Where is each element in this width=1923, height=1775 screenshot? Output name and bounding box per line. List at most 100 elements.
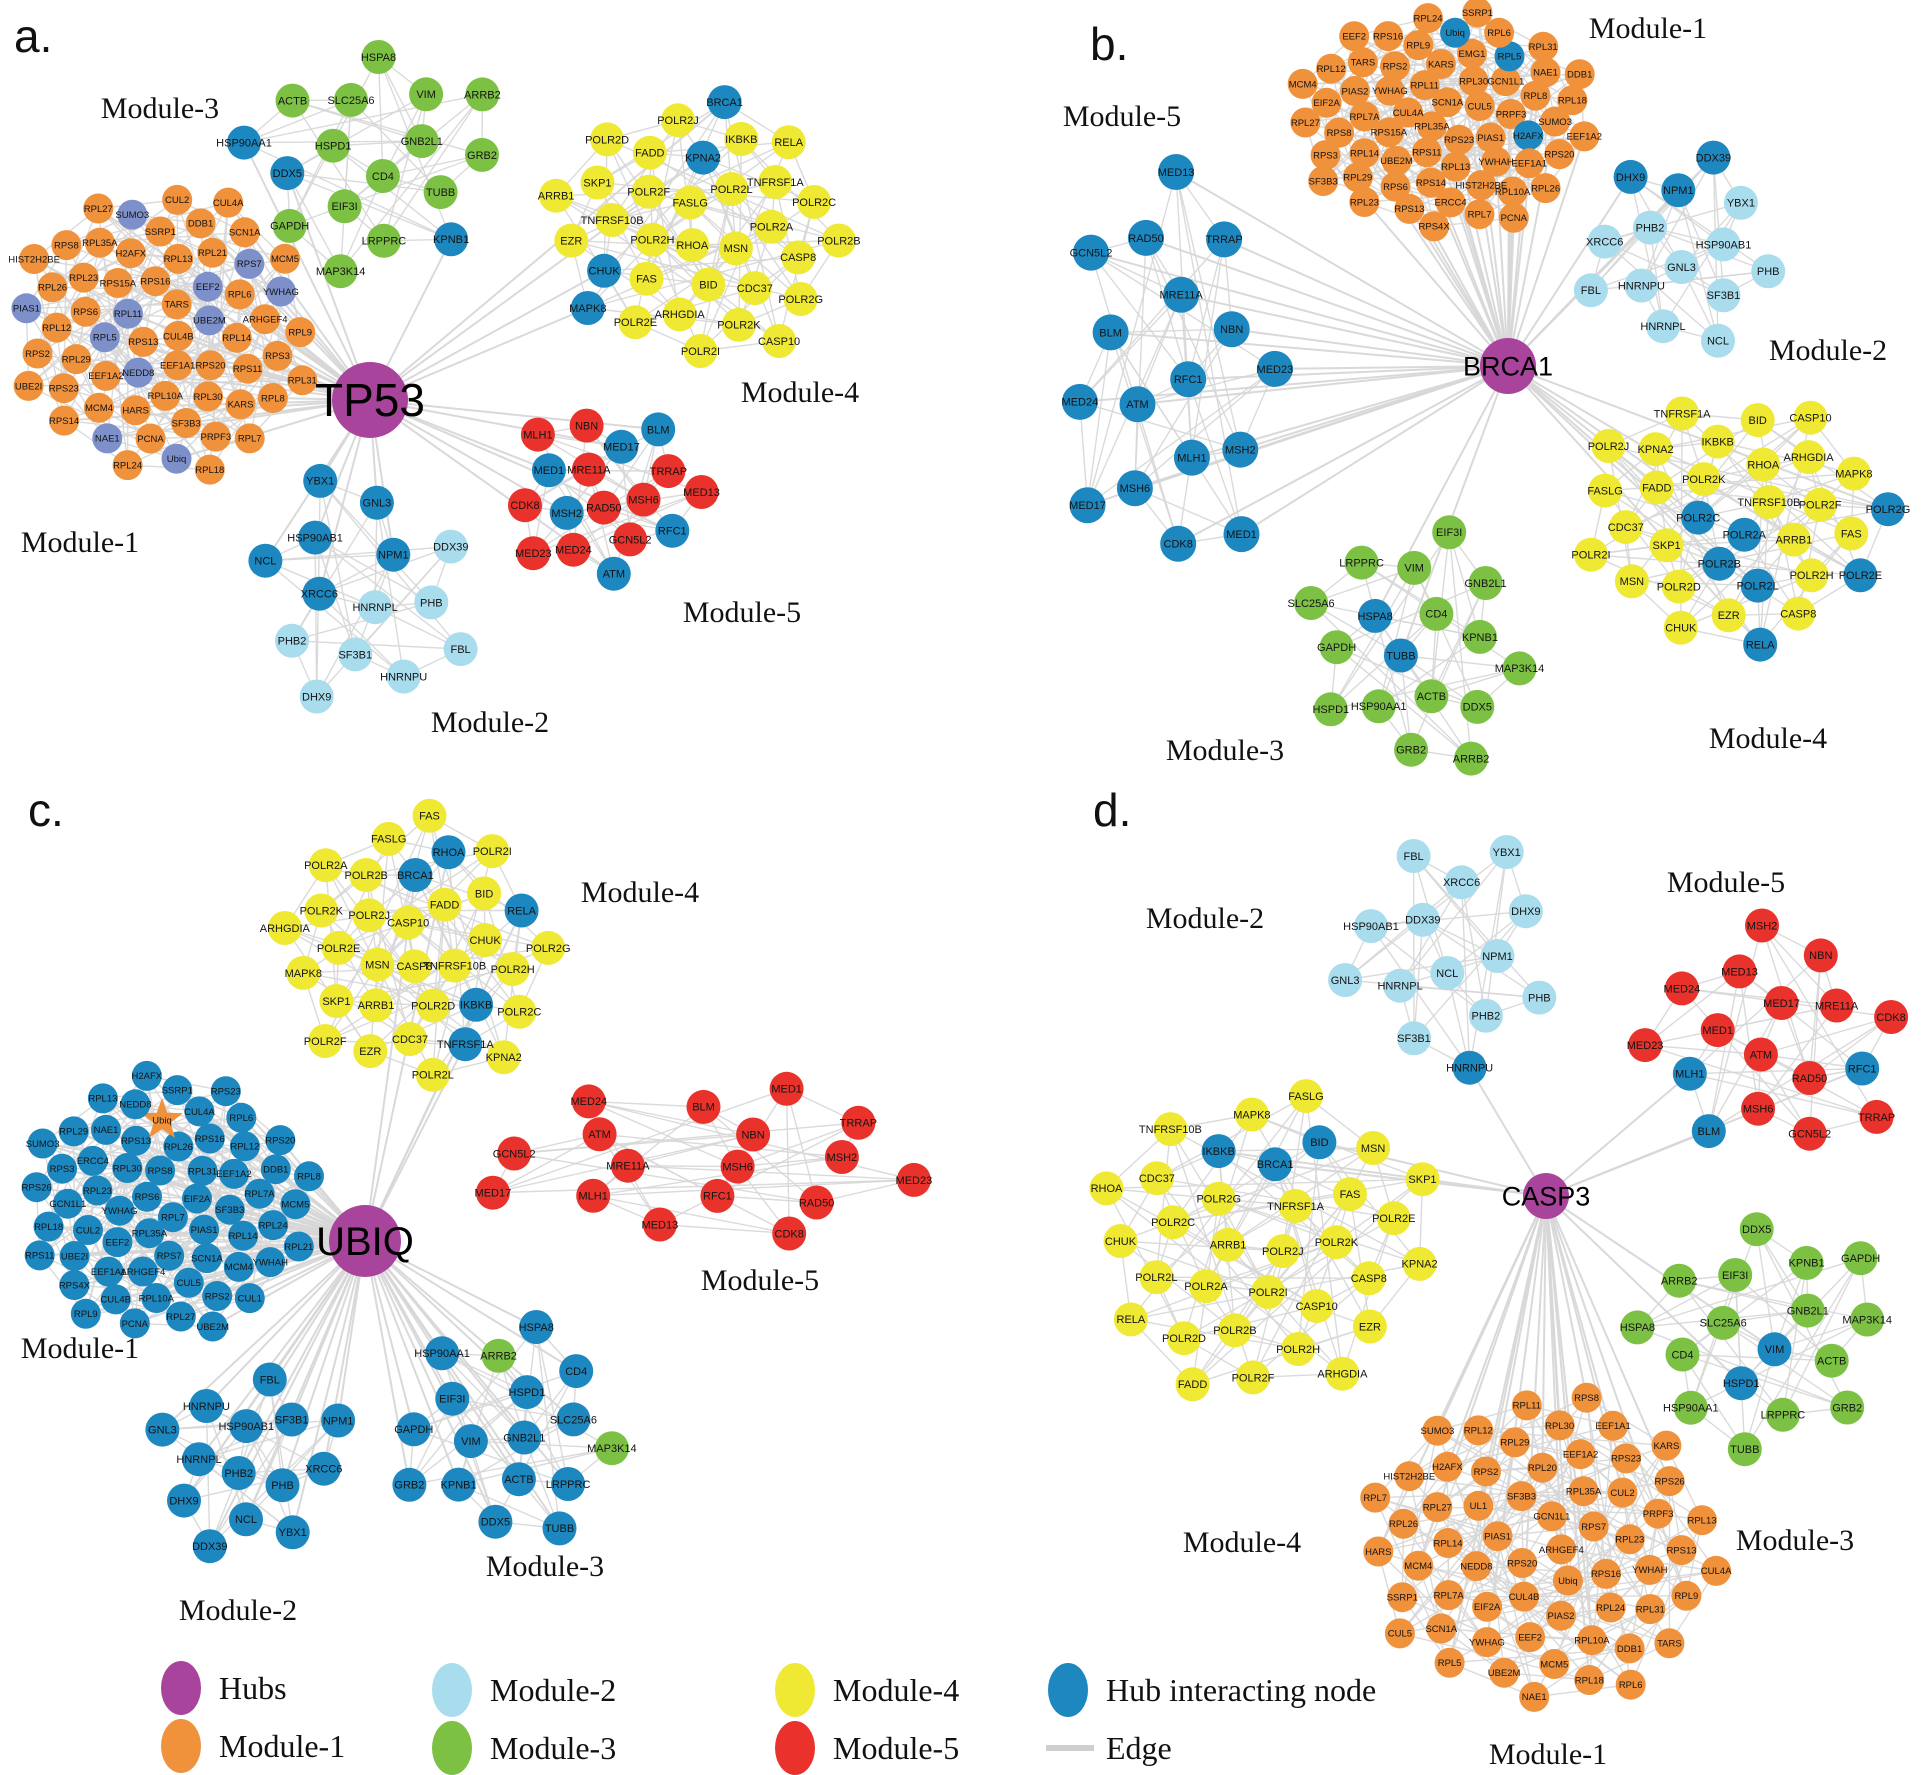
gene-node[interactable] [1850,1302,1885,1337]
gene-node[interactable] [361,40,396,74]
gene-node[interactable] [1463,1490,1494,1521]
gene-node[interactable] [214,1194,245,1225]
gene-node[interactable] [691,267,726,302]
gene-node[interactable] [1722,954,1757,989]
gene-node[interactable] [191,1243,222,1274]
gene-node[interactable] [1383,638,1418,673]
gene-node[interactable] [228,1220,259,1251]
gene-node[interactable] [519,1310,554,1344]
gene-node[interactable] [610,1148,645,1183]
gene-node[interactable] [1189,1269,1223,1304]
gene-node[interactable] [1746,447,1781,482]
gene-node[interactable] [1440,151,1471,182]
gene-node[interactable] [1201,1181,1236,1216]
gene-node[interactable] [234,1283,265,1314]
gene-node[interactable] [145,216,176,247]
gene-node[interactable] [1588,473,1623,508]
gene-node[interactable] [121,1125,151,1156]
gene-node[interactable] [1666,1535,1697,1566]
gene-node[interactable] [1702,546,1737,581]
gene-node[interactable] [82,1175,113,1206]
gene-node[interactable] [425,1336,460,1371]
gene-node[interactable] [475,834,510,869]
gene-node[interactable] [1361,689,1396,724]
gene-node[interactable] [675,228,710,263]
gene-node[interactable] [1740,403,1775,438]
gene-node[interactable] [412,798,447,833]
gene-node[interactable] [1751,485,1786,519]
gene-node[interactable] [219,1158,249,1189]
gene-node[interactable] [165,1301,196,1332]
gene-node[interactable] [520,417,555,452]
gene-node[interactable] [1394,193,1425,224]
gene-node-star[interactable] [141,1098,183,1138]
gene-node[interactable] [1158,154,1195,190]
gene-node[interactable] [1830,1390,1865,1425]
gene-node[interactable] [359,485,394,520]
gene-node[interactable] [481,1338,516,1373]
gene-node[interactable] [1222,431,1259,468]
gene-node[interactable] [556,532,591,567]
gene-node[interactable] [1265,1234,1300,1269]
gene-node[interactable] [1349,138,1380,169]
gene-node[interactable] [1160,525,1197,562]
gene-node[interactable] [478,1504,513,1539]
gene-node[interactable] [771,125,806,160]
gene-node[interactable] [1506,1481,1537,1512]
gene-node[interactable] [467,876,502,911]
gene-node[interactable] [1139,1260,1174,1295]
gene-node[interactable] [376,537,411,572]
gene-node[interactable] [83,193,114,224]
gene-node[interactable] [1290,107,1321,138]
gene-node[interactable] [1634,1554,1665,1585]
gene-node[interactable] [1687,1505,1717,1536]
gene-node[interactable] [1069,487,1106,524]
gene-node[interactable] [397,949,432,984]
gene-node[interactable] [393,1022,428,1056]
gene-node[interactable] [275,83,310,118]
gene-node[interactable] [229,1409,264,1444]
gene-node[interactable] [1374,75,1405,106]
gene-node[interactable] [167,1483,201,1518]
gene-node[interactable] [896,1162,931,1197]
gene-node[interactable] [1520,80,1551,111]
gene-node[interactable] [1464,199,1495,230]
gene-node[interactable] [720,1149,755,1184]
gene-node[interactable] [1665,1337,1700,1372]
gene-node[interactable] [1635,1594,1666,1625]
gene-node[interactable] [1614,1524,1645,1555]
gene-node[interactable] [250,304,281,335]
gene-node[interactable] [1349,187,1380,217]
gene-node[interactable] [189,1214,220,1245]
gene-node[interactable] [1536,1501,1567,1532]
gene-node[interactable] [1363,1536,1394,1567]
gene-node[interactable] [197,237,228,268]
gene-node[interactable] [1646,309,1680,344]
gene-node[interactable] [1611,1443,1642,1474]
gene-node[interactable] [1462,0,1493,28]
gene-node[interactable] [1380,171,1411,202]
gene-node[interactable] [141,1283,172,1313]
gene-node[interactable] [414,585,449,620]
gene-node[interactable] [1251,1275,1286,1309]
gene-node[interactable] [549,495,584,530]
gene-node[interactable] [1565,1439,1596,1470]
gene-node[interactable] [135,423,166,454]
gene-node[interactable] [1380,51,1410,82]
gene-node[interactable] [1481,146,1512,177]
gene-node[interactable] [1741,1091,1776,1126]
gene-node[interactable] [13,370,44,401]
gene-node[interactable] [1432,87,1463,118]
gene-node[interactable] [1564,59,1595,90]
gene-node[interactable] [1328,963,1363,997]
gene-node[interactable] [1789,1245,1824,1280]
gene-node[interactable] [1213,311,1250,348]
gene-node[interactable] [1513,120,1544,151]
gene-node[interactable] [182,1442,216,1477]
gene-node[interactable] [163,1131,194,1162]
gene-node[interactable] [1665,396,1700,431]
gene-node[interactable] [1356,1131,1391,1165]
gene-node[interactable] [1624,268,1659,303]
gene-node[interactable] [1727,1432,1762,1467]
gene-node[interactable] [707,85,742,120]
